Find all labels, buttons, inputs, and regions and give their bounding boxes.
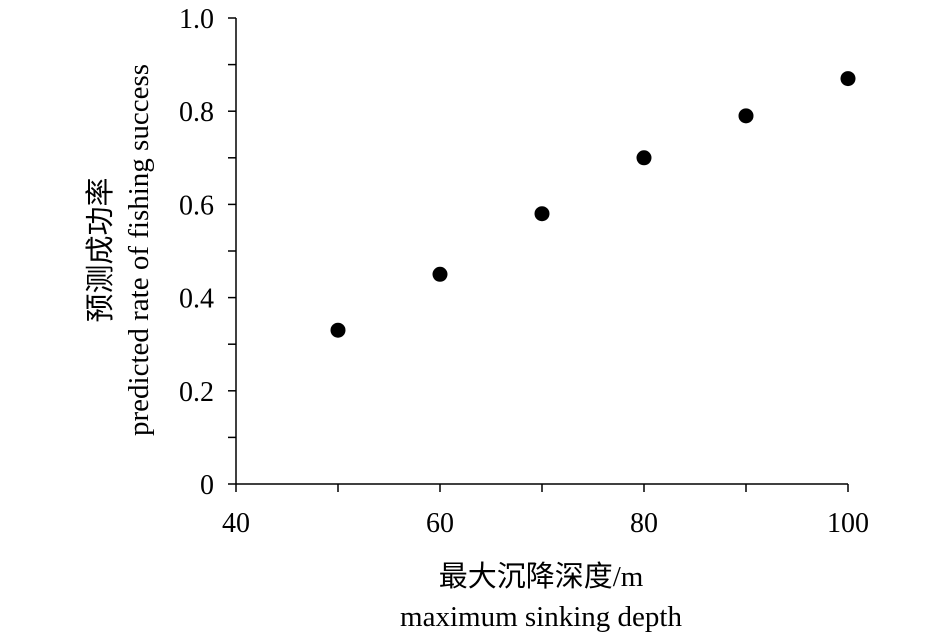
data-point — [840, 71, 856, 87]
data-points — [330, 71, 856, 338]
axes — [235, 18, 848, 485]
y-axis-title-cn: 预测成功率 — [84, 177, 117, 322]
y-axis-title-en: predicted rate of fishing success — [123, 64, 155, 436]
y-tick-label: 1.0 — [179, 4, 214, 35]
y-tick-label: 0.2 — [179, 377, 214, 408]
y-tick-label: 0.8 — [179, 97, 214, 128]
data-point — [432, 266, 448, 282]
data-point — [738, 108, 754, 124]
y-tick-label: 0.4 — [179, 284, 214, 315]
x-axis-title-cn: 最大沉降深度/m — [439, 560, 644, 593]
y-tick-label: 0.6 — [179, 190, 214, 221]
x-tick-label: 100 — [827, 508, 869, 539]
x-axis-ticks: 40 60 80 100 — [222, 484, 869, 539]
data-point — [330, 322, 346, 338]
x-axis-title-en: maximum sinking depth — [400, 601, 682, 633]
x-tick-label: 80 — [630, 508, 658, 539]
y-tick-label: 0 — [200, 470, 214, 501]
data-point — [636, 150, 652, 166]
data-point — [534, 206, 550, 222]
x-tick-label: 40 — [222, 508, 250, 539]
x-tick-label: 60 — [426, 508, 454, 539]
y-axis-ticks: 0 0.2 0.4 0.6 0.8 1.0 — [179, 4, 236, 501]
